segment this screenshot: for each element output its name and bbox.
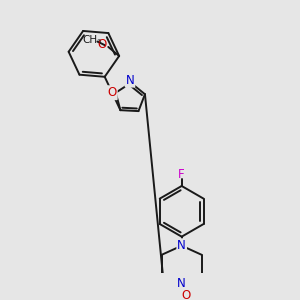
- Text: N: N: [177, 239, 186, 252]
- Text: N: N: [126, 74, 134, 87]
- Text: O: O: [182, 289, 191, 300]
- Text: F: F: [178, 168, 185, 181]
- Text: N: N: [177, 277, 186, 290]
- Text: O: O: [107, 86, 117, 99]
- Text: CH₃: CH₃: [82, 35, 102, 45]
- Text: O: O: [97, 38, 106, 51]
